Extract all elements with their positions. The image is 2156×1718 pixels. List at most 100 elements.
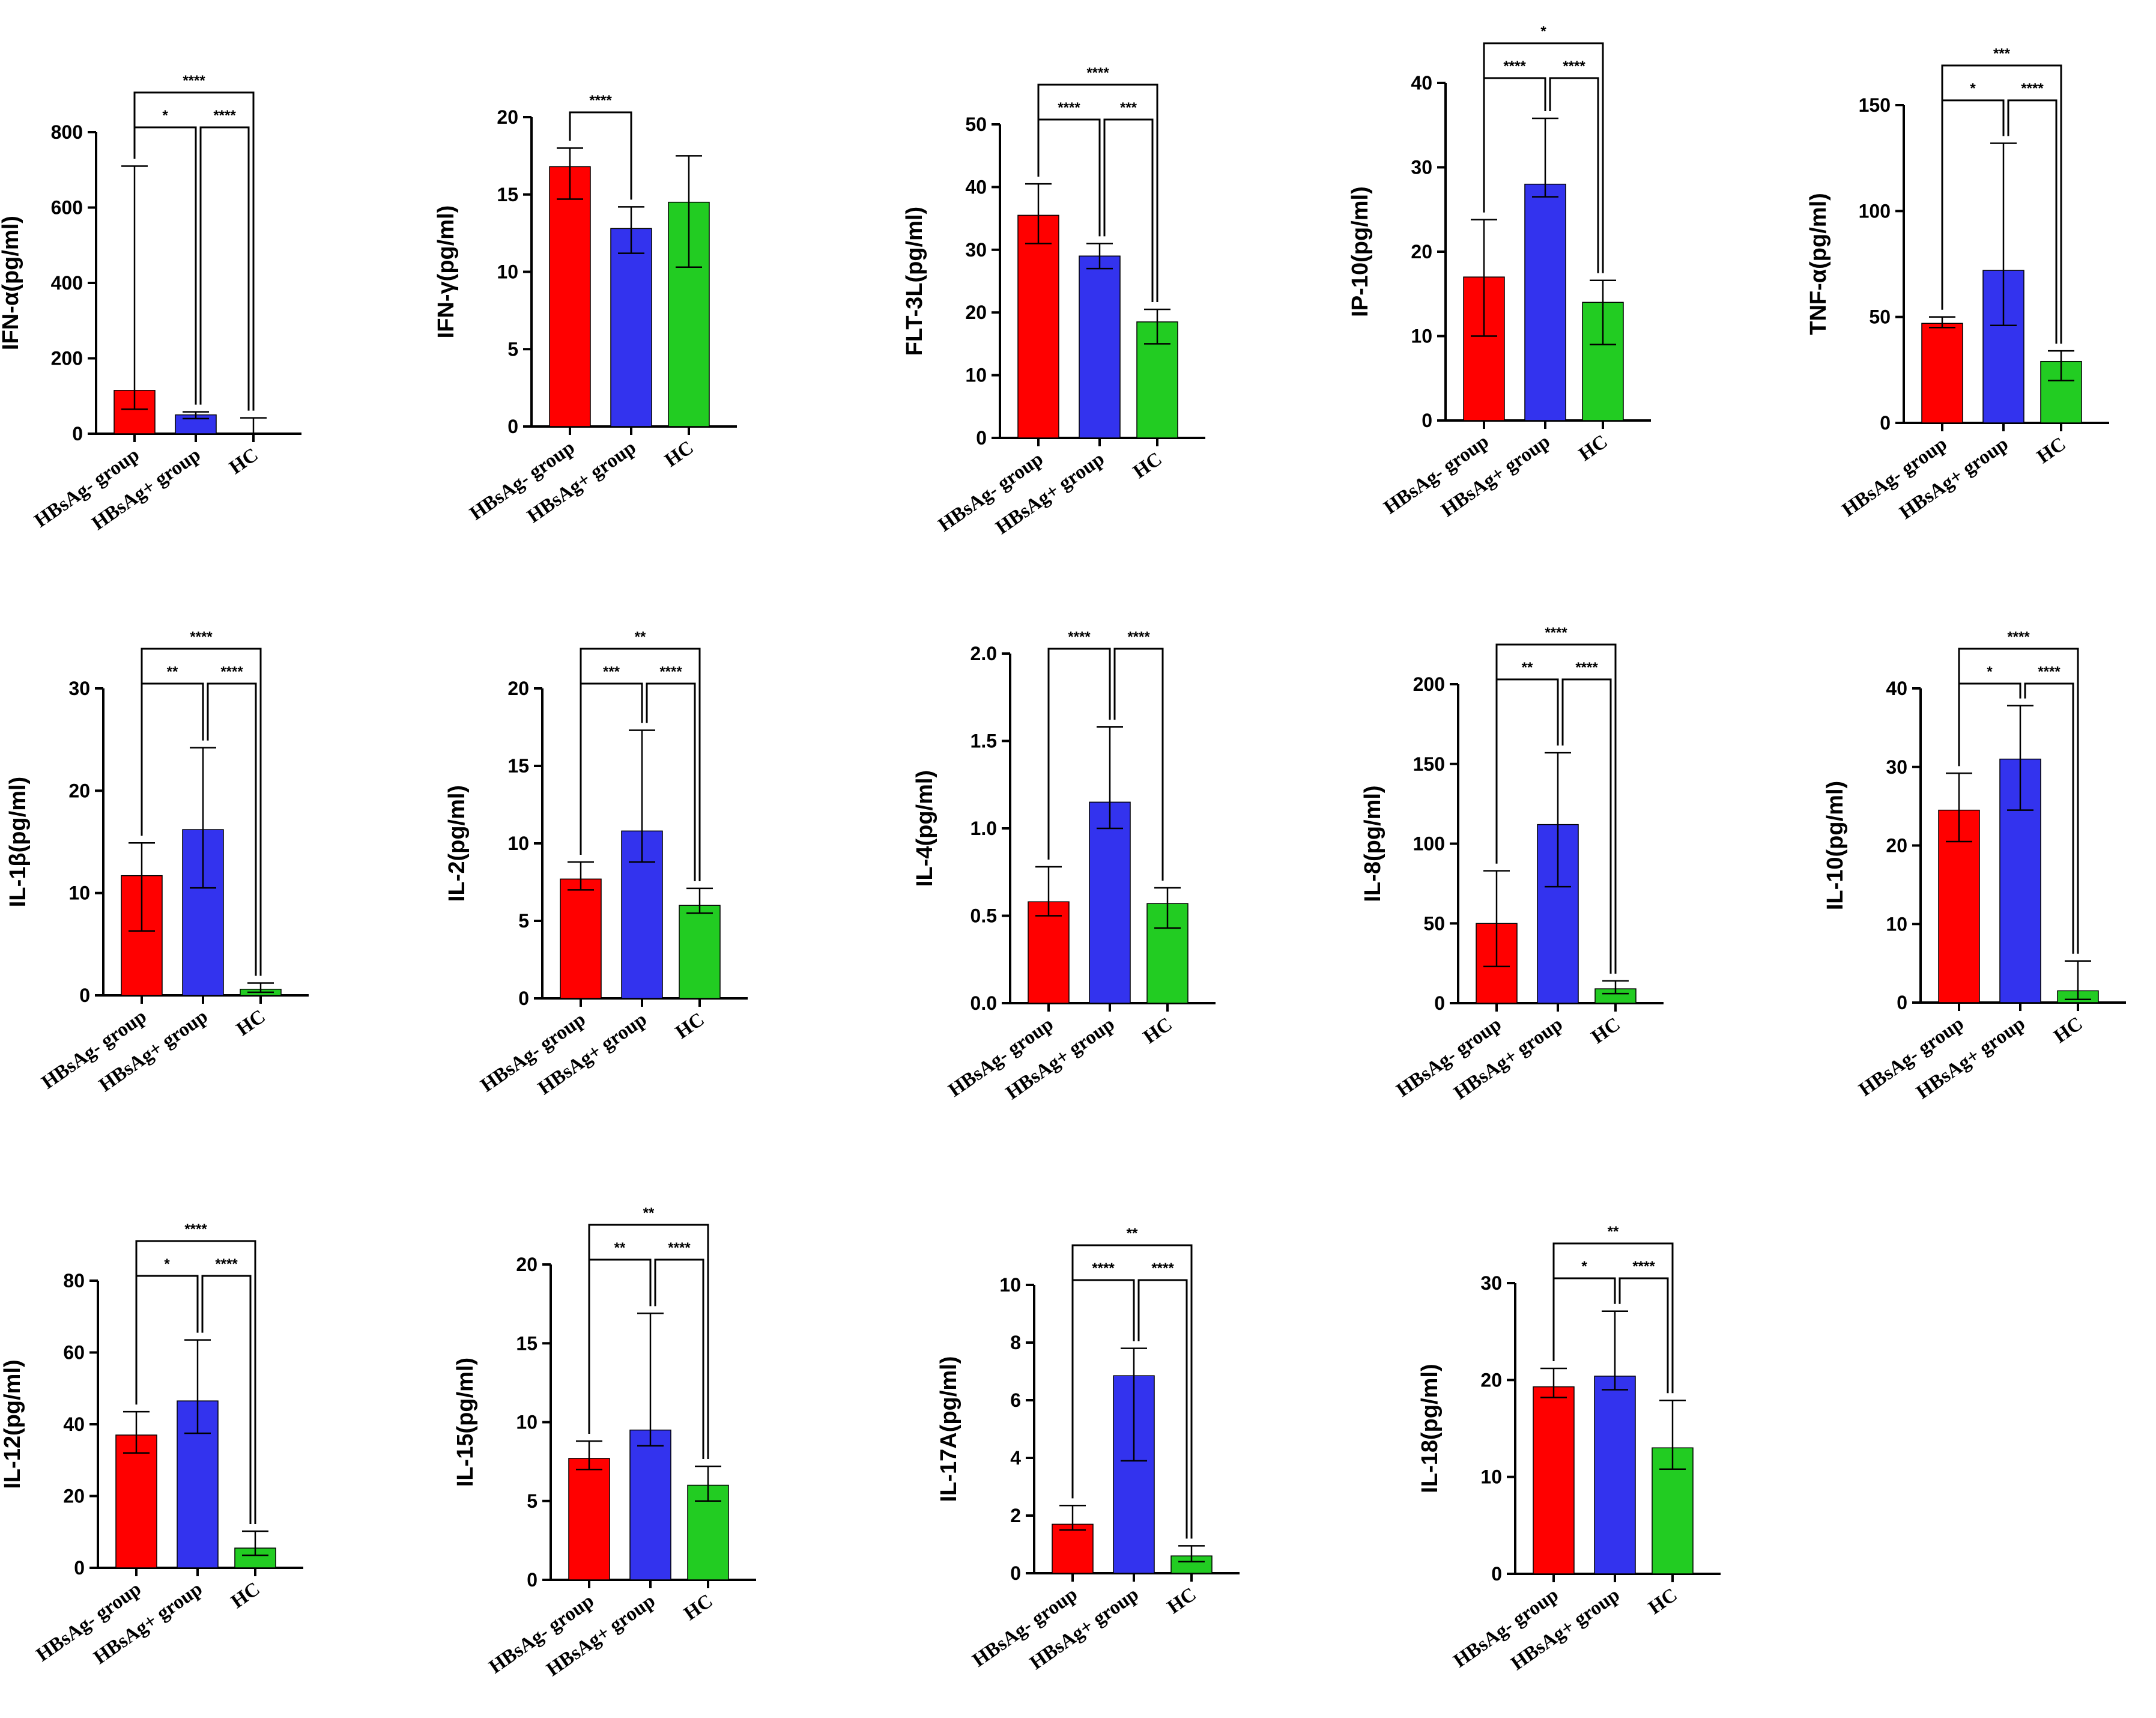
y-tick-label: 40 — [965, 176, 987, 198]
significance-bracket — [207, 682, 257, 976]
y-tick-label: 0 — [72, 423, 83, 445]
significance-label: ** — [1608, 1224, 1619, 1240]
y-tick-label: 20 — [1480, 1369, 1502, 1391]
y-tick-label: 8 — [1010, 1332, 1021, 1353]
significance-label: **** — [190, 629, 213, 645]
y-tick-label: 0 — [1491, 1563, 1502, 1585]
significance-label: ** — [635, 629, 646, 645]
bar-hbsag-group — [1017, 214, 1059, 439]
chart-panel-8: 0.0 0.5 1.0 1.5 2.0 IL-4(pg/ml) HBsAg- groupHB… — [912, 629, 1216, 1104]
significance-label: ** — [614, 1240, 626, 1256]
significance-label: **** — [2021, 80, 2044, 97]
significance-label: **** — [589, 93, 612, 109]
significance-bracket — [588, 1224, 709, 1459]
y-tick-label: 6 — [1010, 1389, 1021, 1411]
y-axis-label: IL-18(pg/ml) — [1417, 1364, 1443, 1493]
x-tick-label: HBsAg+ group — [992, 448, 1109, 539]
chart-panel-1: 0 200 400 600 800 IFN-α(pg/ml) HBsAg- groupHBs… — [0, 73, 301, 535]
bar-hbsag-group — [560, 878, 602, 999]
y-axis-label: IL-12(pg/ml) — [0, 1359, 25, 1489]
significance-label: **** — [2038, 664, 2061, 680]
significance-bracket — [141, 682, 204, 836]
x-tick-label: HBsAg- group — [32, 1578, 145, 1666]
significance-bracket — [201, 1275, 252, 1525]
y-axis-label: IL-8(pg/ml) — [1360, 785, 1385, 902]
y-axis-label: IL-15(pg/ml) — [453, 1358, 478, 1487]
y-tick-label: 10 — [1411, 326, 1432, 347]
bar-hbsag-group — [1594, 1376, 1636, 1574]
y-tick-label: 20 — [68, 780, 90, 801]
x-tick-label: HBsAg- group — [477, 1009, 590, 1096]
x-tick-label: HBsAg- group — [1393, 1013, 1506, 1101]
x-tick-label: HC — [2033, 433, 2070, 468]
y-tick-label: 0 — [1434, 992, 1445, 1014]
y-tick-label: 200 — [51, 348, 83, 369]
significance-bracket — [2024, 682, 2074, 954]
bar-hbsag-group — [568, 1458, 610, 1580]
significance-bracket — [569, 111, 632, 200]
y-tick-label: 100 — [1859, 200, 1891, 222]
significance-bracket — [1113, 648, 1164, 881]
x-tick-label: HBsAg- group — [945, 1013, 1058, 1101]
y-tick-label: 30 — [1411, 157, 1432, 178]
y-tick-label: 0 — [1897, 992, 1907, 1013]
significance-label: **** — [1503, 58, 1526, 74]
y-tick-label: 800 — [51, 121, 83, 143]
significance-label: *** — [1993, 46, 2011, 62]
y-tick-label: 4 — [1010, 1447, 1021, 1469]
y-tick-label: 50 — [1423, 912, 1445, 934]
y-tick-label: 40 — [1411, 72, 1432, 94]
significance-bracket — [1549, 77, 1599, 273]
chart-panel-4: 0 10 20 30 40 IP-10(pg/ml) HBsAg- groupHBsAg+ … — [1348, 23, 1651, 521]
y-tick-label: 15 — [507, 755, 529, 777]
x-tick-label: HBsAg+ group — [1896, 433, 2012, 524]
significance-label: **** — [1092, 1260, 1115, 1276]
significance-bracket — [1941, 64, 2062, 344]
y-axis-label: IP-10(pg/ml) — [1348, 186, 1373, 317]
chart-panel-10: 0 10 20 30 40 IL-10(pg/ml) HBsAg- groupHBsAg+ … — [1823, 629, 2126, 1103]
x-tick-label: HC — [680, 1590, 716, 1625]
significance-label: * — [1987, 664, 1993, 680]
y-tick-label: 30 — [1480, 1272, 1502, 1294]
y-tick-label: 10 — [1886, 913, 1907, 935]
bar-hbsag-group — [1079, 255, 1121, 439]
x-tick-label: HC — [227, 1578, 264, 1613]
x-tick-label: HBsAg+ group — [90, 1578, 207, 1669]
significance-label: **** — [2007, 629, 2030, 645]
y-tick-label: 50 — [965, 114, 987, 135]
y-tick-label: 20 — [1411, 241, 1432, 263]
bar-hbsag-group — [115, 1434, 157, 1568]
significance-bracket — [1071, 1244, 1193, 1539]
significance-bracket — [1047, 648, 1111, 860]
x-tick-label: HBsAg- group — [1380, 431, 1493, 518]
bar-hbsag-group — [549, 166, 591, 427]
significance-label: * — [162, 108, 168, 124]
significance-bracket — [141, 648, 262, 976]
y-axis-label: IL-2(pg/ml) — [444, 785, 470, 902]
x-tick-label: HBsAg+ group — [88, 444, 205, 535]
y-tick-label: 150 — [1859, 94, 1891, 116]
significance-label: *** — [1120, 100, 1137, 116]
x-tick-label: HBsAg- group — [38, 1006, 151, 1093]
x-tick-label: HBsAg+ group — [95, 1006, 212, 1096]
x-tick-label: HBsAg+ group — [534, 1009, 651, 1099]
x-tick-label: HC — [2050, 1013, 2086, 1048]
x-tick-label: HC — [1575, 431, 1611, 466]
y-tick-label: 30 — [965, 239, 987, 261]
significance-label: **** — [1068, 629, 1091, 645]
significance-bracket — [135, 1240, 256, 1525]
y-tick-label: 150 — [1413, 753, 1445, 775]
significance-label: **** — [1632, 1258, 1655, 1275]
x-tick-label: HC — [1129, 448, 1166, 483]
x-tick-label: HBsAg+ group — [1438, 431, 1554, 521]
significance-bracket — [1958, 648, 2079, 954]
y-axis-label: IL-10(pg/ml) — [1823, 781, 1848, 910]
significance-bracket — [133, 91, 255, 411]
y-tick-label: 0 — [79, 985, 90, 1006]
y-tick-label: 400 — [51, 272, 83, 294]
y-axis-label: IL-4(pg/ml) — [912, 770, 937, 887]
significance-bracket — [1958, 682, 2021, 766]
